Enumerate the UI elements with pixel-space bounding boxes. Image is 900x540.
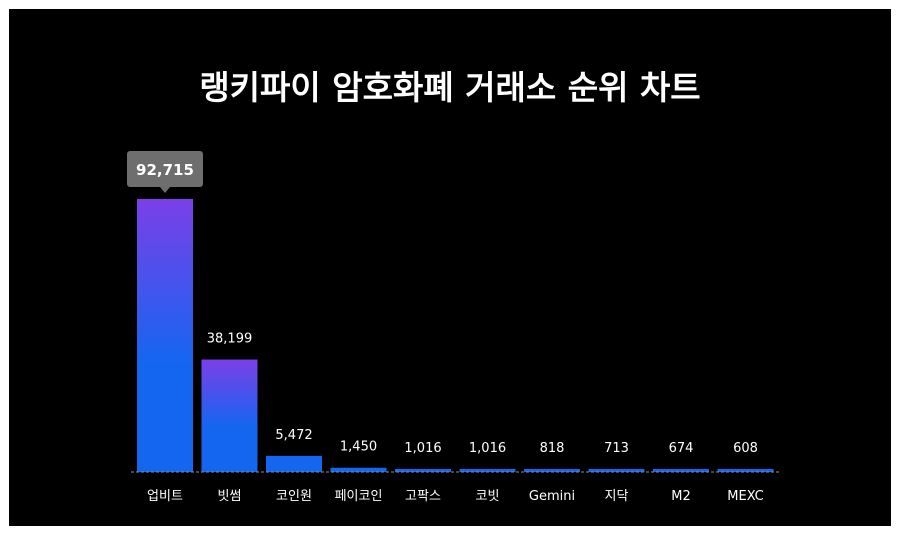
category-label-4: 페이코인	[335, 489, 383, 504]
bar-8[interactable]	[588, 469, 645, 472]
value-label-7: 818	[540, 441, 565, 456]
value-label-3: 5,472	[275, 428, 312, 443]
bar-1[interactable]	[137, 199, 193, 472]
category-label-8: 지닥	[605, 489, 629, 504]
bar-10[interactable]	[717, 469, 774, 472]
category-label-10: MEXC	[727, 489, 763, 504]
value-label-1: 92,715	[136, 161, 194, 179]
bar-7[interactable]	[524, 469, 580, 472]
value-label-4: 1,450	[340, 440, 377, 455]
category-label-6: 코빗	[476, 489, 500, 504]
bar-3[interactable]	[266, 455, 322, 472]
bar-2[interactable]	[201, 359, 258, 472]
bar-9[interactable]	[653, 469, 709, 472]
category-label-5: 고팍스	[405, 489, 441, 504]
tooltip-background	[127, 151, 203, 187]
bar-5[interactable]	[395, 469, 451, 472]
category-label-2: 빗썸	[218, 489, 242, 504]
value-label-5: 1,016	[404, 441, 441, 456]
category-label-1: 업비트	[147, 489, 183, 504]
tooltip-pointer	[160, 187, 170, 193]
category-label-3: 코인원	[276, 489, 312, 504]
bar-4[interactable]	[330, 467, 387, 472]
value-label-9: 674	[669, 441, 694, 456]
bar-chart: 업비트 92,715 빗썸 38,199 코인원 5,472 페이코인 1,450 고팍스 1,0…	[127, 151, 779, 504]
value-label-2: 38,199	[207, 332, 253, 347]
category-label-7: Gemini	[529, 489, 575, 504]
value-tooltip: 92,715	[127, 151, 203, 193]
value-label-10: 608	[733, 441, 758, 456]
bar-6[interactable]	[459, 469, 516, 472]
chart-title: 랭키파이 암호화폐 거래소 순위 차트	[199, 68, 701, 107]
value-label-6: 1,016	[469, 441, 506, 456]
value-label-8: 713	[604, 441, 629, 456]
chart-frame: 랭키파이 암호화폐 거래소 순위 차트 업비트 92,715 빗썸 38,199 코인원…	[9, 9, 891, 526]
category-label-9: M2	[671, 489, 691, 504]
